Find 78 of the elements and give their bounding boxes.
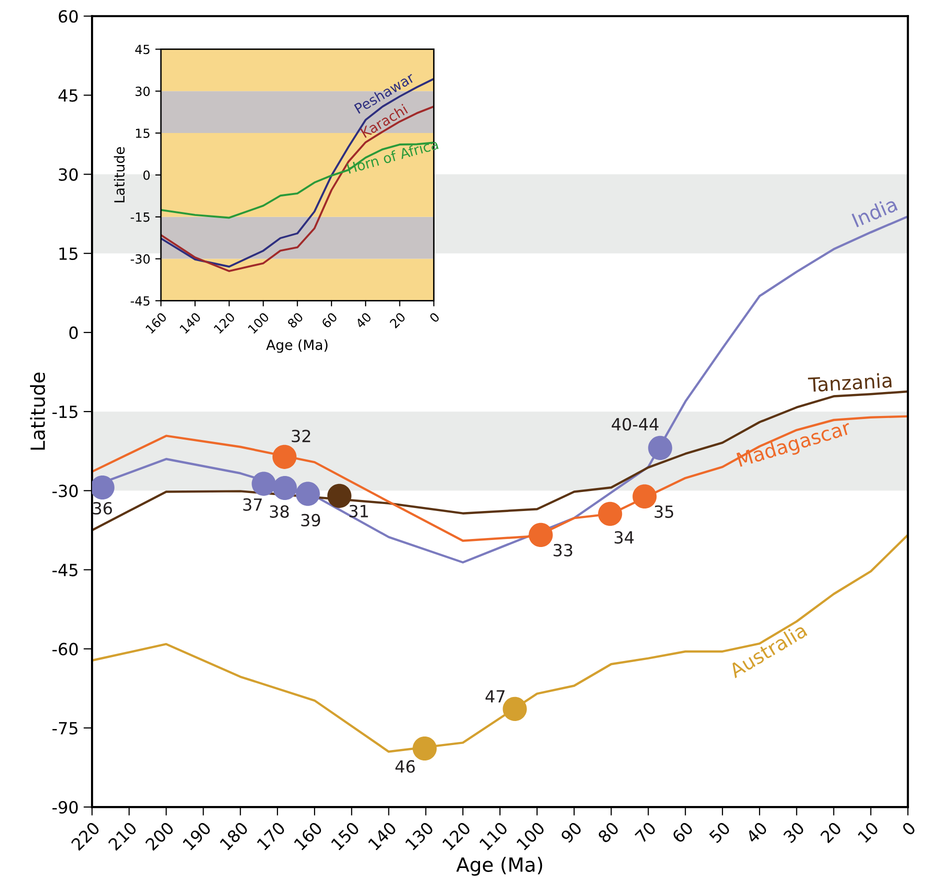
y-tick-label: -30 <box>130 254 150 264</box>
point <box>528 522 553 547</box>
y-tick-label: 15 <box>136 128 150 138</box>
x-tick-label: 20 <box>389 312 406 329</box>
annotation: 32 <box>292 430 310 442</box>
x-tick-label: 110 <box>478 821 508 851</box>
y-tick-label: 45 <box>58 89 78 102</box>
x-tick-label: 160 <box>294 821 323 851</box>
point <box>502 696 527 721</box>
y-tick-label: -60 <box>52 642 78 656</box>
x-tick-label: 70 <box>634 821 657 844</box>
x-tick-label: 20 <box>820 821 842 844</box>
point <box>252 472 276 496</box>
point <box>598 502 622 526</box>
x-tick-label: 150 <box>330 821 360 851</box>
y-tick-label: -15 <box>52 406 78 418</box>
x-tick-label: 140 <box>179 312 202 334</box>
x-tick-label: 140 <box>368 821 398 851</box>
series-label: Tanzania <box>808 372 892 392</box>
x-tick-label: 100 <box>516 821 546 851</box>
y-tick-label: 30 <box>136 86 150 96</box>
y-tick-label: -45 <box>52 564 78 576</box>
y-tick-label: -45 <box>130 296 150 306</box>
x-tick-label: 210 <box>108 821 138 851</box>
point <box>296 482 320 506</box>
y-tick-label: 60 <box>58 10 78 23</box>
x-tick-label: 190 <box>182 821 212 851</box>
y-tick-label: 45 <box>135 44 150 54</box>
x-tick-label: 80 <box>597 821 620 844</box>
y-tick-label: 30 <box>58 168 78 181</box>
x-tick-label: 10 <box>857 821 880 844</box>
x-tick-label: 0 <box>901 821 916 836</box>
y-axis-title: Latitude <box>30 372 46 450</box>
point <box>412 736 437 761</box>
x-tick-label: 130 <box>404 821 434 851</box>
x-tick-label: 120 <box>442 821 472 851</box>
x-tick-label: 170 <box>256 821 286 851</box>
x-tick-label: 0 <box>428 312 440 324</box>
x-tick-label: 80 <box>286 312 304 329</box>
x-tick-label: 60 <box>321 312 338 329</box>
x-tick-label: 90 <box>560 821 582 844</box>
annotation: 34 <box>614 531 634 544</box>
y-tick-label: -30 <box>52 484 78 498</box>
x-tick-label: 30 <box>782 821 805 844</box>
annotation: 46 <box>395 760 415 773</box>
point <box>648 436 672 460</box>
annotation: 38 <box>270 505 289 518</box>
x-tick-label: 220 <box>70 821 100 851</box>
line-series <box>92 390 908 532</box>
x-tick-label: 160 <box>145 312 168 334</box>
y-tick-label: 15 <box>59 248 78 260</box>
annotation: 36 <box>93 502 112 515</box>
text: India <box>851 196 898 228</box>
x-tick-label: 180 <box>219 821 249 851</box>
annotation: 35 <box>654 505 674 518</box>
point <box>327 484 352 508</box>
point <box>272 476 297 500</box>
x-tick-label: 100 <box>248 312 270 334</box>
x-tick-label: 50 <box>708 821 731 844</box>
x-tick-label: 60 <box>671 821 694 844</box>
annotation: 47 <box>486 690 505 702</box>
annotation: 40-44 <box>612 418 658 431</box>
annotation: 31 <box>350 504 368 518</box>
annotation: 37 <box>243 498 262 511</box>
annotation: 33 <box>554 544 572 556</box>
x-tick-label: 40 <box>354 312 372 329</box>
y-tick-label: 0 <box>143 170 150 180</box>
y-tick-label: -15 <box>130 212 150 222</box>
x-tick-label: 120 <box>213 312 236 334</box>
x-axis-title: Age (Ma) <box>266 339 328 353</box>
x-tick-label: 40 <box>745 821 768 844</box>
y-tick-label: -90 <box>52 800 78 814</box>
point <box>272 444 297 469</box>
x-tick-label: 200 <box>144 821 175 851</box>
annotation: 39 <box>301 514 320 526</box>
y-tick-label: -75 <box>52 722 78 734</box>
y-axis-title: Latitude <box>114 147 125 202</box>
x-axis-title: Age (Ma) <box>456 856 542 876</box>
